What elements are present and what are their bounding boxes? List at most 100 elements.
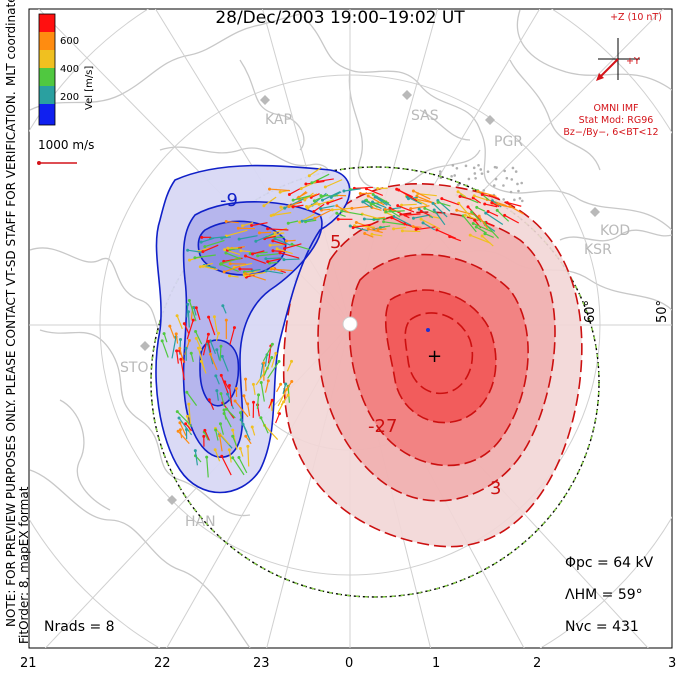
coordinate-label: MLT coordinates bbox=[4, 0, 18, 86]
velocity-vector bbox=[195, 307, 201, 321]
velocity-vector bbox=[263, 196, 277, 207]
velocity-vector-origin bbox=[266, 227, 270, 231]
footprint-dot bbox=[520, 199, 524, 203]
velocity-vector-origin bbox=[187, 298, 191, 302]
velocity-vector bbox=[213, 316, 218, 333]
velocity-vector bbox=[267, 361, 280, 379]
imf-dial bbox=[596, 38, 640, 81]
velocity-vector bbox=[364, 232, 374, 238]
velocity-vector bbox=[492, 202, 512, 209]
velocity-vector-origin bbox=[400, 229, 404, 233]
velocity-vector-origin bbox=[227, 448, 231, 452]
velocity-vector-origin bbox=[382, 220, 386, 224]
velocity-vector bbox=[228, 385, 233, 407]
velocity-vector-origin bbox=[250, 425, 254, 429]
velocity-vector bbox=[179, 348, 185, 363]
velocity-vector bbox=[432, 202, 448, 218]
footprint-dot bbox=[518, 197, 522, 200]
velocity-vector bbox=[214, 449, 221, 462]
velocity-vector bbox=[279, 252, 300, 259]
footprint-dot bbox=[438, 170, 442, 173]
velocity-vector-origin bbox=[286, 393, 290, 397]
velocity-vector bbox=[187, 311, 190, 328]
velocity-vector-origin bbox=[199, 359, 203, 363]
velocity-vector bbox=[242, 222, 254, 227]
velocity-vector bbox=[405, 213, 421, 216]
footprint-dot bbox=[494, 177, 498, 181]
velocity-vector bbox=[276, 248, 293, 255]
velocity-vector-origin bbox=[238, 446, 242, 450]
velocity-vector bbox=[275, 413, 281, 424]
velocity-vector-origin bbox=[480, 234, 484, 238]
colorbar-tick-400: 400 bbox=[60, 64, 80, 75]
velocity-vector-origin bbox=[251, 382, 255, 386]
velocity-vector-origin bbox=[218, 422, 222, 426]
velocity-vector-origin bbox=[409, 207, 413, 211]
velocity-vector bbox=[229, 327, 236, 345]
velocity-vector bbox=[371, 206, 382, 211]
velocity-vector bbox=[362, 213, 379, 220]
velocity-vector bbox=[264, 235, 276, 240]
velocity-vector bbox=[288, 201, 300, 208]
colorbar-tick-200: 200 bbox=[60, 92, 80, 103]
velocity-vector-origin bbox=[366, 194, 370, 198]
velocity-vector bbox=[219, 423, 224, 435]
velocity-vector-origin bbox=[189, 351, 193, 355]
velocity-vector bbox=[204, 430, 211, 441]
preview-note: NOTE: FOR PREVIEW PURPOSES ONLY. PLEASE … bbox=[4, 91, 18, 627]
velocity-vector-origin bbox=[392, 227, 396, 231]
velocity-vector bbox=[200, 237, 215, 243]
velocity-vector bbox=[420, 218, 441, 230]
velocity-vector bbox=[239, 235, 258, 240]
footprint-dot bbox=[474, 176, 477, 180]
velocity-vector bbox=[260, 382, 265, 402]
velocity-vector bbox=[325, 179, 343, 188]
footprint-dot bbox=[517, 189, 520, 193]
velocity-vector bbox=[206, 457, 209, 478]
station-markers bbox=[140, 90, 600, 505]
velocity-vector bbox=[260, 417, 269, 434]
velocity-vector bbox=[288, 220, 299, 224]
footprint-dot bbox=[510, 178, 514, 181]
colorbar-label: Vel [m/s] bbox=[84, 65, 95, 110]
velocity-vector-origin bbox=[228, 274, 232, 278]
velocity-colorbar bbox=[38, 13, 56, 126]
mlt-tick-22: 22 bbox=[154, 656, 171, 671]
velocity-vector bbox=[276, 401, 285, 415]
velocity-vector bbox=[367, 195, 385, 206]
velocity-vector-origin bbox=[218, 434, 222, 438]
contour-label-minus27: -27 bbox=[368, 416, 397, 437]
station-kap: KAP bbox=[265, 112, 292, 128]
velocity-vector-origin bbox=[225, 407, 229, 411]
velocity-vector-origin bbox=[283, 247, 287, 251]
velocity-vector-origin bbox=[220, 354, 224, 358]
velocity-vector bbox=[215, 375, 220, 385]
velocity-vector bbox=[383, 221, 404, 226]
mlt-tick-23: 23 bbox=[253, 656, 270, 671]
velocity-vector-origin bbox=[179, 337, 183, 341]
velocity-vector bbox=[252, 384, 256, 395]
velocity-vector bbox=[234, 400, 249, 418]
velocity-vector-origin bbox=[252, 400, 256, 404]
velocity-vector-origin bbox=[312, 209, 316, 213]
velocity-vector-origin bbox=[186, 248, 190, 252]
velocity-vector-origin bbox=[222, 270, 226, 274]
velocity-vector bbox=[422, 222, 436, 231]
velocity-vector-origin bbox=[184, 422, 188, 426]
velocity-vector-origin bbox=[168, 324, 172, 328]
velocity-vector-origin bbox=[264, 269, 268, 273]
velocity-vector bbox=[240, 250, 251, 253]
velocity-vector bbox=[232, 457, 245, 476]
velocity-vector-origin bbox=[495, 208, 499, 212]
velocity-vector-origin bbox=[224, 251, 228, 255]
velocity-vector bbox=[194, 254, 216, 259]
velocity-vector-origin bbox=[193, 256, 197, 260]
velocity-vector-origin bbox=[160, 339, 164, 343]
velocity-vector bbox=[286, 361, 293, 372]
velocity-vector bbox=[472, 222, 494, 233]
velocity-vector-origin bbox=[191, 318, 195, 322]
velocity-vector bbox=[487, 210, 499, 217]
velocity-vector-origin bbox=[471, 221, 475, 225]
velocity-vector bbox=[507, 201, 522, 207]
velocity-vector-origin bbox=[277, 359, 281, 363]
